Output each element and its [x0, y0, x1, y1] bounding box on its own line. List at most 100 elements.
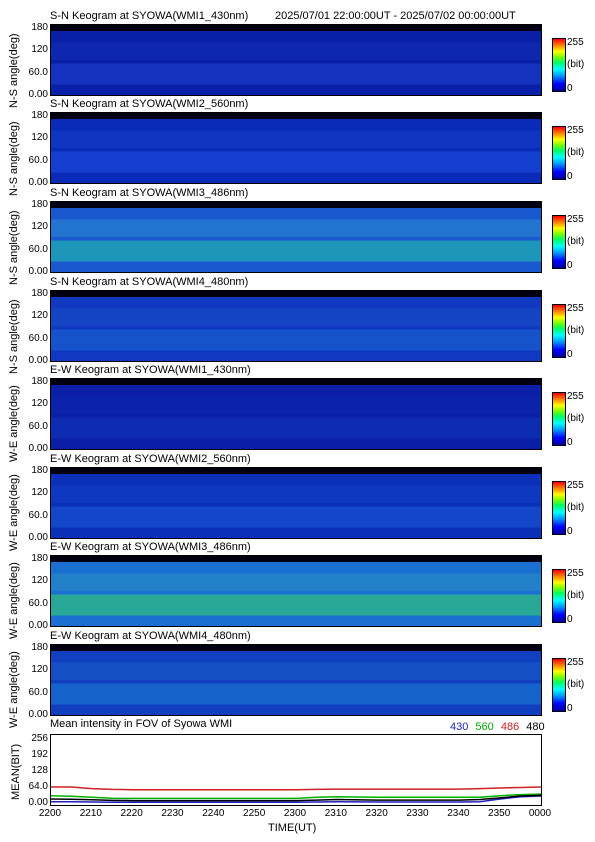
- keogram-top-band: [51, 25, 541, 31]
- keogram-band: [51, 308, 541, 326]
- angle-tick: 180: [31, 288, 48, 299]
- colorbar-max: 255: [567, 568, 584, 579]
- keogram-background: [51, 119, 541, 183]
- keogram-svg: [51, 379, 541, 449]
- colorbar-unit: (bit): [567, 413, 585, 424]
- series-line-480: [50, 794, 542, 802]
- x-tick: 2300: [283, 808, 307, 819]
- colorbar-min: 0: [567, 260, 573, 271]
- x-tick: 2310: [324, 808, 347, 819]
- keogram-top-band: [51, 379, 541, 385]
- angle-tick: 0.00: [28, 620, 48, 631]
- angle-tick: 120: [31, 221, 48, 232]
- x-tick: 0000: [528, 808, 552, 819]
- legend-430: 430: [450, 721, 469, 733]
- angle-tick: 120: [31, 132, 48, 143]
- mean-ytick: 128: [31, 765, 48, 776]
- panel-title: S-N Keogram at SYOWA(WMI4_480nm): [50, 276, 249, 288]
- colorbar: [552, 392, 566, 446]
- x-tick: 2230: [161, 808, 184, 819]
- keogram-band: [51, 594, 541, 616]
- keogram-image: [50, 112, 542, 184]
- keogram-band: [51, 485, 541, 503]
- keogram-image: [50, 467, 542, 539]
- series-line-486: [51, 786, 542, 791]
- keogram-svg: [51, 25, 541, 95]
- x-tick: 2350: [488, 808, 511, 819]
- legend-560: 560: [475, 721, 494, 733]
- keogram-band: [51, 396, 541, 414]
- keogram-svg: [51, 113, 541, 183]
- keogram-svg: [51, 556, 541, 626]
- angle-tick: 180: [31, 553, 48, 564]
- panel-title: S-N Keogram at SYOWA(WMI3_486nm): [50, 187, 249, 199]
- panel-title: S-N Keogram at SYOWA(WMI2_560nm): [50, 98, 249, 110]
- angle-tick: 60.0: [28, 687, 48, 698]
- keogram-background: [51, 651, 541, 715]
- colorbar-min: 0: [567, 171, 573, 182]
- keogram-band: [51, 329, 541, 351]
- angle-tick: 0.00: [28, 355, 48, 366]
- angle-tick: 0.00: [28, 177, 48, 188]
- keogram-top-band: [51, 645, 541, 651]
- colorbar: [552, 481, 566, 535]
- angle-tick: 60.0: [28, 421, 48, 432]
- colorbar-unit: (bit): [567, 236, 585, 247]
- colorbar-max: 255: [567, 214, 584, 225]
- angle-tick: 120: [31, 398, 48, 409]
- colorbar: [552, 304, 566, 358]
- angle-tick: 60.0: [28, 155, 48, 166]
- colorbar-unit: (bit): [567, 147, 585, 158]
- colorbar-min: 0: [567, 614, 573, 625]
- mean-ytick: 0.00: [28, 797, 48, 808]
- angle-tick: 120: [31, 575, 48, 586]
- colorbar-max: 255: [567, 37, 584, 48]
- x-tick: 2210: [79, 808, 102, 819]
- keogram-image: [50, 644, 542, 716]
- keogram-band: [51, 683, 541, 705]
- colorbar: [552, 38, 566, 92]
- x-tick: 2200: [38, 808, 62, 819]
- colorbar: [552, 658, 566, 712]
- colorbar-max: 255: [567, 303, 584, 314]
- mean-legend: 430 560 486 480: [450, 721, 545, 733]
- colorbar-min: 0: [567, 83, 573, 94]
- keogram-image: [50, 555, 542, 627]
- keogram-svg: [51, 202, 541, 272]
- angle-tick: 0.00: [28, 89, 48, 100]
- keogram-band: [51, 219, 541, 237]
- colorbar-max: 255: [567, 125, 584, 136]
- colorbar-unit: (bit): [567, 502, 585, 513]
- angle-tick: 180: [31, 110, 48, 121]
- colorbar-min: 0: [567, 437, 573, 448]
- keogram-band: [51, 662, 541, 680]
- keogram-background: [51, 562, 541, 626]
- angle-tick: 60.0: [28, 598, 48, 609]
- mean-ytick: 192: [31, 749, 48, 760]
- angle-tick: 0.00: [28, 532, 48, 543]
- angle-tick: 120: [31, 664, 48, 675]
- keogram-band: [51, 240, 541, 262]
- colorbar: [552, 569, 566, 623]
- keogram-background: [51, 474, 541, 538]
- angle-tick: 180: [31, 199, 48, 210]
- angle-tick: 180: [31, 376, 48, 387]
- keogram-band: [51, 417, 541, 439]
- mean-chart-svg: [50, 786, 542, 804]
- keogram-band: [51, 506, 541, 528]
- keogram-band: [51, 63, 541, 85]
- angle-tick: 0.00: [28, 443, 48, 454]
- keogram-top-band: [51, 291, 541, 297]
- angle-tick: 120: [31, 487, 48, 498]
- angle-tick: 180: [31, 22, 48, 33]
- keogram-image: [50, 290, 542, 362]
- series-line-560: [50, 793, 542, 800]
- colorbar: [552, 126, 566, 180]
- keogram-image: [50, 24, 542, 96]
- keogram-band: [51, 151, 541, 173]
- angle-tick: 60.0: [28, 510, 48, 521]
- keogram-top-band: [51, 468, 541, 474]
- panel-title: E-W Keogram at SYOWA(WMI2_560nm): [50, 453, 251, 465]
- keogram-image: [50, 201, 542, 273]
- keogram-image: [50, 378, 542, 450]
